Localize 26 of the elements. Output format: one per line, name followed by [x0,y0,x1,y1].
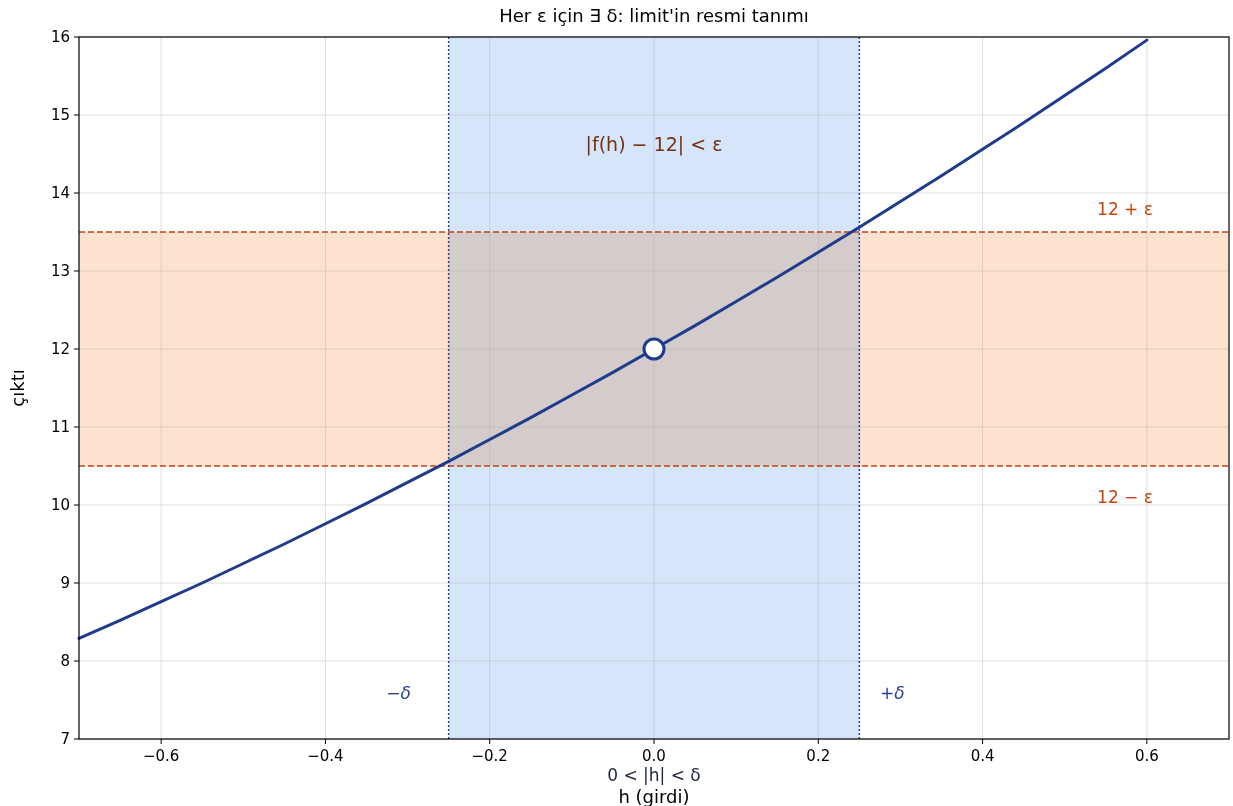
x-tick-label: 0.6 [1134,747,1159,765]
ref-line-label: 12 − ε [1097,487,1153,507]
x-tick-label: −0.4 [307,747,344,765]
y-tick-label: 15 [50,106,70,124]
y-tick-label: 7 [60,730,70,748]
x-tick-label: 0.4 [970,747,995,765]
x-axis-title: h (girdi) [618,786,690,806]
x-tick-label: −0.2 [471,747,508,765]
ref-line-label: −δ [386,683,411,703]
y-axis-title: çıktı [7,369,28,407]
x-tick-label: 0.0 [642,747,666,765]
ref-line-label: +δ [880,683,905,703]
y-tick-label: 13 [50,262,70,280]
y-tick-label: 9 [60,574,70,592]
y-tick-label: 8 [60,652,70,670]
x-tick-label: 0.2 [806,747,831,765]
ref-line-label: 12 + ε [1097,199,1153,219]
chart-title: Her ε için ∃ δ: limit'in resmi tanımı [499,5,809,26]
band-label: 0 < |h| < δ [607,765,701,785]
y-tick-label: 16 [50,28,70,46]
y-tick-label: 10 [50,496,70,514]
y-tick-label: 12 [50,340,70,358]
y-tick-label: 14 [50,184,70,202]
x-tick-label: −0.6 [142,747,180,765]
y-tick-label: 11 [50,418,70,436]
annotation: |f(h) − 12| < ε [585,133,723,156]
